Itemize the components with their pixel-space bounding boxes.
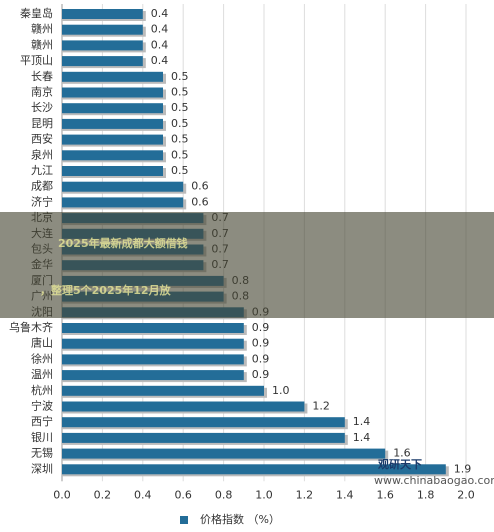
bar [62, 24, 143, 35]
value-label: 0.9 [252, 321, 269, 334]
bar [62, 71, 163, 82]
x-tick-label: 1.8 [417, 488, 435, 501]
value-label: 0.6 [191, 195, 209, 208]
x-tick-label: 0.2 [94, 488, 112, 501]
legend-label: 价格指数 （%） [200, 512, 280, 526]
value-label: 0.5 [171, 101, 189, 114]
y-tick-label: 秦皇岛 [20, 6, 53, 20]
value-label: 1.6 [393, 447, 411, 460]
y-tick-label: 九江 [31, 164, 53, 177]
x-tick-label: 1.6 [376, 488, 394, 501]
y-tick-label: 赣州 [31, 22, 53, 36]
y-tick-label: 西安 [31, 132, 53, 146]
value-label: 1.4 [353, 415, 371, 428]
bar [62, 181, 184, 192]
x-tick-label: 0.8 [215, 488, 233, 501]
value-label: 0.5 [171, 86, 189, 99]
x-tick-label: 0.0 [53, 488, 71, 501]
y-tick-label: 深圳 [31, 462, 53, 475]
x-tick-label: 1.2 [296, 488, 314, 501]
bar [62, 118, 163, 129]
banner-band [0, 212, 494, 318]
bar [62, 150, 163, 161]
value-label: 0.4 [151, 7, 169, 20]
y-tick-label: 成都 [31, 180, 53, 193]
x-tick-label: 1.0 [255, 488, 273, 501]
bar [62, 338, 244, 349]
banner-text: 2025年最新成都大额借钱 [58, 236, 188, 250]
value-label: 1.9 [454, 462, 472, 475]
value-label: 0.9 [252, 352, 269, 365]
value-label: 0.5 [171, 148, 189, 161]
y-tick-label: 温州 [31, 368, 53, 381]
bar [62, 40, 143, 51]
value-label: 0.5 [171, 164, 189, 177]
watermark: 观研天下 [378, 458, 422, 471]
bar [62, 370, 244, 381]
value-label: 0.4 [151, 38, 169, 51]
y-tick-label: 乌鲁木齐 [9, 320, 53, 334]
bar [62, 134, 163, 145]
y-tick-label: 徐州 [31, 351, 53, 365]
bar [62, 354, 244, 365]
y-tick-label: 平顶山 [20, 54, 53, 67]
value-label: 1.4 [353, 431, 371, 444]
x-tick-label: 0.6 [174, 488, 192, 501]
value-label: 0.5 [171, 117, 189, 130]
y-tick-label: 杭州 [31, 383, 53, 397]
y-tick-label: 长春 [31, 70, 53, 83]
y-tick-label: 宁波 [31, 399, 53, 413]
y-tick-label: 昆明 [31, 117, 53, 130]
y-tick-label: 赣州 [31, 37, 53, 51]
bar [62, 87, 163, 98]
value-label: 0.9 [252, 337, 269, 350]
y-tick-label: 泉州 [31, 147, 53, 161]
bar [62, 56, 143, 67]
x-tick-label: 0.4 [134, 488, 152, 501]
value-label: 1.2 [312, 400, 330, 413]
y-tick-label: 济宁 [31, 194, 53, 208]
bar [62, 9, 143, 19]
value-label: 1.0 [272, 384, 290, 397]
legend-swatch [180, 516, 188, 524]
bar [62, 417, 345, 428]
value-label: 0.4 [151, 23, 169, 36]
x-tick-label: 1.4 [336, 488, 354, 501]
value-label: 0.4 [151, 54, 169, 67]
value-label: 0.6 [191, 180, 209, 193]
y-tick-label: 西宁 [31, 414, 53, 428]
x-tick-label: 2.0 [457, 488, 475, 501]
value-label: 0.5 [171, 133, 189, 146]
bar [62, 448, 386, 459]
bar [62, 166, 163, 176]
bar [62, 464, 446, 475]
y-tick-label: 南京 [31, 85, 53, 99]
bar [62, 323, 244, 333]
bar [62, 103, 163, 114]
watermark-url: www.chinabaogao.com [374, 474, 494, 487]
banner-text: ，整理5个2025年12月放 [40, 283, 172, 297]
y-tick-label: 唐山 [31, 336, 53, 350]
y-tick-label: 银川 [31, 430, 53, 444]
y-tick-label: 长沙 [31, 101, 53, 114]
bar [62, 197, 184, 208]
y-tick-label: 无锡 [31, 446, 53, 460]
bar [62, 401, 305, 412]
bar [62, 385, 264, 396]
value-label: 0.9 [252, 368, 269, 381]
bar [62, 432, 345, 443]
value-label: 0.5 [171, 70, 189, 83]
